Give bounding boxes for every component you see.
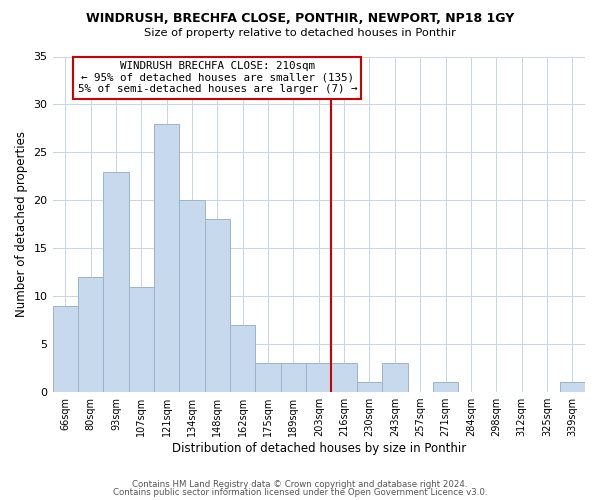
- Text: WINDRUSH BRECHFA CLOSE: 210sqm
← 95% of detached houses are smaller (135)
5% of : WINDRUSH BRECHFA CLOSE: 210sqm ← 95% of …: [77, 62, 357, 94]
- Bar: [53, 306, 78, 392]
- Bar: [103, 172, 128, 392]
- Text: WINDRUSH, BRECHFA CLOSE, PONTHIR, NEWPORT, NP18 1GY: WINDRUSH, BRECHFA CLOSE, PONTHIR, NEWPOR…: [86, 12, 514, 26]
- Bar: [382, 364, 407, 392]
- Bar: [128, 286, 154, 392]
- Bar: [154, 124, 179, 392]
- Bar: [78, 277, 103, 392]
- Bar: [560, 382, 585, 392]
- Bar: [179, 200, 205, 392]
- Text: Contains HM Land Registry data © Crown copyright and database right 2024.: Contains HM Land Registry data © Crown c…: [132, 480, 468, 489]
- Bar: [205, 220, 230, 392]
- Bar: [306, 364, 331, 392]
- Bar: [256, 364, 281, 392]
- Y-axis label: Number of detached properties: Number of detached properties: [15, 132, 28, 318]
- Bar: [230, 325, 256, 392]
- Bar: [281, 364, 306, 392]
- Text: Contains public sector information licensed under the Open Government Licence v3: Contains public sector information licen…: [113, 488, 487, 497]
- X-axis label: Distribution of detached houses by size in Ponthir: Distribution of detached houses by size …: [172, 442, 466, 455]
- Bar: [331, 364, 357, 392]
- Bar: [357, 382, 382, 392]
- Bar: [433, 382, 458, 392]
- Text: Size of property relative to detached houses in Ponthir: Size of property relative to detached ho…: [144, 28, 456, 38]
